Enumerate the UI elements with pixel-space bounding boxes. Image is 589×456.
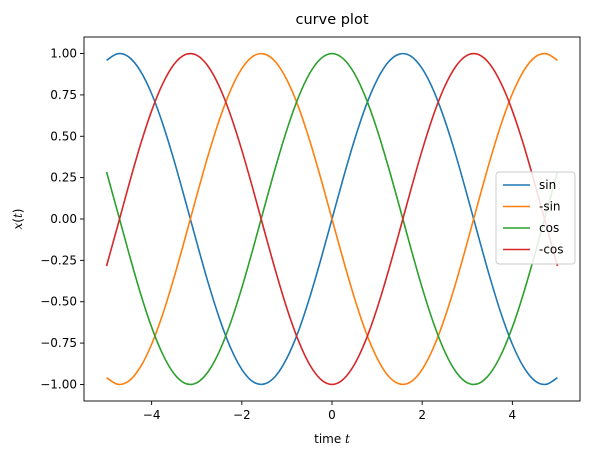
x-tick-label: 0 [328,408,336,422]
series-line-3 [105,52,559,386]
y-tick-label: 0.75 [50,88,77,102]
legend-box [495,171,576,265]
series-line-4 [105,52,559,386]
y-axis: −1.00 −0.75 −0.50 −0.25 0.00 0.25 0.50 0.75 1.00 [40,47,84,391]
x-axis-label-prefix: time [314,432,345,446]
legend-label: sin [539,178,556,192]
series-layer [105,52,559,386]
x-tick-label: −2 [233,408,251,422]
x-tick-label: 4 [509,408,517,422]
x-tick-label: 2 [418,408,426,422]
y-tick-label: −0.75 [40,336,77,350]
y-axis-label-fn: x [11,222,25,229]
legend-label: -sin [539,200,561,214]
y-axis-label: x(t) [11,209,25,230]
x-axis-label: time t [314,432,350,446]
legend-label: -cos [539,243,564,257]
x-axis-label-var: t [345,432,350,446]
legend-label: cos [539,221,559,235]
y-tick-label: −1.00 [40,377,77,391]
y-tick-label: −0.25 [40,253,77,267]
chart-title: curve plot [295,12,368,28]
y-tick-label: 0.25 [50,171,77,185]
legend: sin -sin cos -cos [495,171,576,265]
y-axis-label-close: ) [11,209,25,214]
y-tick-label: 0.50 [50,129,77,143]
series-line-2 [106,52,558,386]
y-axis-label-var: t [11,213,25,218]
x-tick-label: −4 [143,408,161,422]
x-axis: −4 −2 0 2 4 [143,401,516,422]
y-tick-label: 1.00 [50,47,77,61]
y-tick-label: −0.50 [40,295,77,309]
y-tick-label: 0.00 [50,212,77,226]
y-axis-label-open: ( [11,218,25,223]
